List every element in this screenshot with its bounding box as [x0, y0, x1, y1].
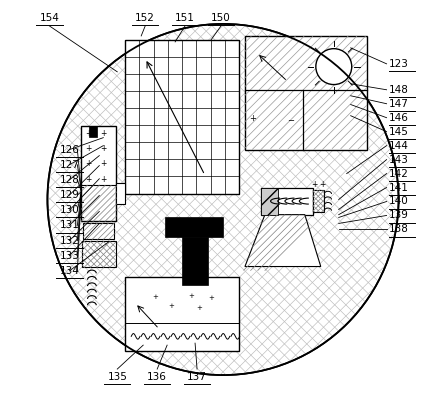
Bar	[125, 277, 239, 351]
Text: 126: 126	[59, 144, 79, 155]
Bar	[81, 126, 116, 221]
Text: 148: 148	[388, 85, 409, 95]
Text: +: +	[85, 175, 92, 184]
Bar	[182, 237, 208, 285]
Text: +: +	[152, 294, 158, 300]
Text: +: +	[85, 160, 92, 168]
Text: 146: 146	[388, 113, 409, 123]
Bar	[82, 241, 116, 267]
Text: 133: 133	[59, 251, 79, 261]
Text: +: +	[100, 129, 107, 138]
Text: 136: 136	[147, 372, 167, 382]
Text: 132: 132	[59, 235, 79, 246]
Text: 134: 134	[59, 266, 79, 276]
Bar	[313, 190, 324, 212]
Text: 137: 137	[187, 372, 207, 382]
Bar	[125, 40, 239, 194]
Text: +: +	[100, 144, 107, 153]
Polygon shape	[245, 215, 321, 267]
Text: 145: 145	[388, 126, 409, 137]
Bar	[83, 223, 115, 239]
Text: +: +	[196, 305, 202, 311]
Text: 135: 135	[107, 372, 127, 382]
Text: $-$: $-$	[287, 115, 295, 123]
Text: 139: 139	[388, 210, 409, 221]
Text: +: +	[188, 293, 194, 299]
Text: 138: 138	[388, 224, 409, 235]
Text: 142: 142	[388, 168, 409, 179]
Bar	[116, 183, 125, 204]
Text: +: +	[249, 115, 256, 123]
Bar	[245, 36, 367, 150]
Text: 129: 129	[59, 190, 79, 200]
Text: 154: 154	[40, 13, 59, 23]
Bar	[89, 126, 96, 137]
Text: 151: 151	[175, 13, 195, 23]
Text: +: +	[208, 295, 214, 302]
Text: 144: 144	[388, 140, 409, 151]
Text: 130: 130	[59, 205, 79, 215]
Text: +: +	[85, 144, 92, 153]
Text: 131: 131	[59, 220, 79, 231]
Text: 123: 123	[388, 59, 409, 69]
Bar	[261, 188, 277, 215]
Text: 150: 150	[211, 13, 231, 23]
Text: +: +	[320, 180, 326, 189]
Text: +: +	[85, 129, 92, 138]
Text: +: +	[100, 175, 107, 184]
Text: 152: 152	[135, 13, 155, 23]
Text: 140: 140	[388, 196, 409, 207]
Text: 143: 143	[388, 154, 409, 165]
Bar	[261, 188, 313, 215]
Text: +: +	[100, 160, 107, 168]
Circle shape	[316, 49, 352, 85]
Text: +: +	[168, 303, 174, 309]
Bar	[165, 217, 223, 237]
Text: 128: 128	[59, 175, 79, 185]
Text: +: +	[312, 180, 318, 189]
Text: 147: 147	[388, 99, 409, 109]
Circle shape	[47, 24, 399, 375]
Text: 141: 141	[388, 182, 409, 193]
Text: 127: 127	[59, 160, 79, 170]
